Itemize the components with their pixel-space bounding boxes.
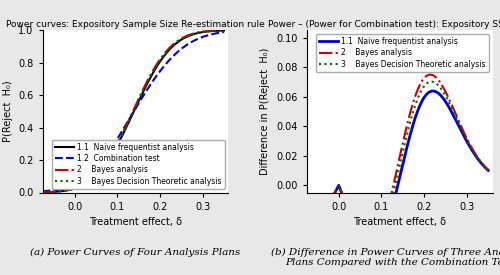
- 1.1  Naive frequentist analysis: [386, 218, 392, 221]
- 1.1  Naive frequentist analysis: [485, 169, 491, 172]
- 2    Bayes analysis: [350, 221, 356, 224]
- 3    Bayes Decision Theoretic analysis: [86, 179, 92, 183]
- 2    Bayes analysis: [146, 75, 152, 78]
- 3    Bayes Decision Theoretic analysis: [221, 29, 227, 32]
- 1.2  Combination test: [72, 187, 78, 190]
- 1.1  Naive frequentist analysis: [425, 91, 431, 95]
- X-axis label: Treatment effect, δ: Treatment effect, δ: [89, 217, 182, 227]
- 3    Bayes Decision Theoretic analysis: [304, 194, 310, 197]
- 2    Bayes analysis: [161, 53, 167, 56]
- 2    Bayes analysis: [40, 191, 46, 194]
- Text: (a) Power Curves of Four Analysis Plans: (a) Power Curves of Four Analysis Plans: [30, 248, 240, 257]
- 3    Bayes Decision Theoretic analysis: [336, 184, 342, 187]
- 3    Bayes Decision Theoretic analysis: [386, 208, 392, 211]
- Title: Power curves: Expository Sample Size Re-estimation rule: Power curves: Expository Sample Size Re-…: [6, 20, 265, 29]
- X-axis label: Treatment effect, δ: Treatment effect, δ: [353, 217, 446, 227]
- 1.1  Naive frequentist analysis: [368, 249, 374, 252]
- 2    Bayes analysis: [336, 184, 342, 187]
- 3    Bayes Decision Theoretic analysis: [425, 81, 431, 84]
- 3    Bayes Decision Theoretic analysis: [161, 53, 167, 57]
- 3    Bayes Decision Theoretic analysis: [72, 187, 78, 190]
- 1.1  Naive frequentist analysis: [430, 89, 436, 93]
- 3    Bayes Decision Theoretic analysis: [428, 80, 434, 83]
- 1.1  Naive frequentist analysis: [350, 222, 356, 226]
- 1.1  Naive frequentist analysis: [161, 55, 167, 58]
- 2    Bayes analysis: [485, 168, 491, 172]
- 1.1  Naive frequentist analysis: [72, 187, 78, 190]
- 2    Bayes analysis: [176, 38, 182, 42]
- 3    Bayes Decision Theoretic analysis: [176, 39, 182, 42]
- 3    Bayes Decision Theoretic analysis: [367, 245, 373, 248]
- 1.1  Naive frequentist analysis: [146, 78, 152, 81]
- 1.1  Naive frequentist analysis: [122, 129, 128, 132]
- 1.2  Combination test: [161, 65, 167, 68]
- Line: 1.1  Naive frequentist analysis: 1.1 Naive frequentist analysis: [306, 91, 488, 251]
- Line: 1.2  Combination test: 1.2 Combination test: [42, 32, 224, 191]
- 3    Bayes Decision Theoretic analysis: [146, 76, 152, 79]
- 1.1  Naive frequentist analysis: [221, 29, 227, 32]
- Line: 2    Bayes analysis: 2 Bayes analysis: [306, 75, 488, 244]
- 1.2  Combination test: [122, 125, 128, 128]
- Line: 2    Bayes analysis: 2 Bayes analysis: [42, 31, 224, 192]
- Y-axis label: P(Reject  H₀): P(Reject H₀): [2, 81, 12, 142]
- Text: (b) Difference in Power Curves of Three Analysis
Plans Compared with the Combina: (b) Difference in Power Curves of Three …: [271, 248, 500, 267]
- 2    Bayes analysis: [386, 201, 392, 204]
- 1.2  Combination test: [40, 189, 46, 193]
- 1.1  Naive frequentist analysis: [40, 191, 46, 194]
- 3    Bayes Decision Theoretic analysis: [122, 128, 128, 131]
- 2    Bayes analysis: [304, 194, 310, 197]
- 2    Bayes analysis: [441, 87, 447, 90]
- 1.1  Naive frequentist analysis: [86, 180, 92, 183]
- 1.2  Combination test: [86, 175, 92, 178]
- 3    Bayes Decision Theoretic analysis: [350, 221, 356, 225]
- 1.2  Combination test: [221, 31, 227, 34]
- Legend: 1.1  Naive frequentist analysis, 1.2  Combination test, 2    Bayes analysis, 3  : 1.1 Naive frequentist analysis, 1.2 Comb…: [52, 140, 225, 189]
- 3    Bayes Decision Theoretic analysis: [441, 92, 447, 95]
- 1.1  Naive frequentist analysis: [336, 184, 342, 187]
- 2    Bayes analysis: [122, 127, 128, 130]
- 2    Bayes analysis: [221, 29, 227, 32]
- 1.1  Naive frequentist analysis: [441, 98, 447, 101]
- Y-axis label: Difference in P(Reject  H₀): Difference in P(Reject H₀): [260, 48, 270, 175]
- 2    Bayes analysis: [366, 242, 372, 246]
- 1.1  Naive frequentist analysis: [411, 120, 417, 123]
- 3    Bayes Decision Theoretic analysis: [411, 108, 417, 111]
- Line: 1.1  Naive frequentist analysis: 1.1 Naive frequentist analysis: [42, 31, 224, 192]
- 1.2  Combination test: [146, 84, 152, 88]
- 2    Bayes analysis: [425, 73, 431, 77]
- 2    Bayes analysis: [411, 98, 417, 102]
- Line: 3    Bayes Decision Theoretic analysis: 3 Bayes Decision Theoretic analysis: [306, 82, 488, 247]
- 1.2  Combination test: [176, 49, 182, 52]
- 2    Bayes analysis: [72, 187, 78, 190]
- 1.1  Naive frequentist analysis: [176, 39, 182, 43]
- 3    Bayes Decision Theoretic analysis: [485, 169, 491, 172]
- 2    Bayes analysis: [86, 179, 92, 183]
- 1.1  Naive frequentist analysis: [304, 193, 310, 197]
- Legend: 1.1  Naive frequentist analysis, 2    Bayes analysis, 3    Bayes Decision Theore: 1.1 Naive frequentist analysis, 2 Bayes …: [316, 34, 488, 72]
- 3    Bayes Decision Theoretic analysis: [40, 191, 46, 194]
- 2    Bayes analysis: [428, 73, 434, 76]
- Title: Power – (Power for Combination test): Expository SSR rule: Power – (Power for Combination test): Ex…: [268, 20, 500, 29]
- Line: 3    Bayes Decision Theoretic analysis: 3 Bayes Decision Theoretic analysis: [42, 31, 224, 192]
